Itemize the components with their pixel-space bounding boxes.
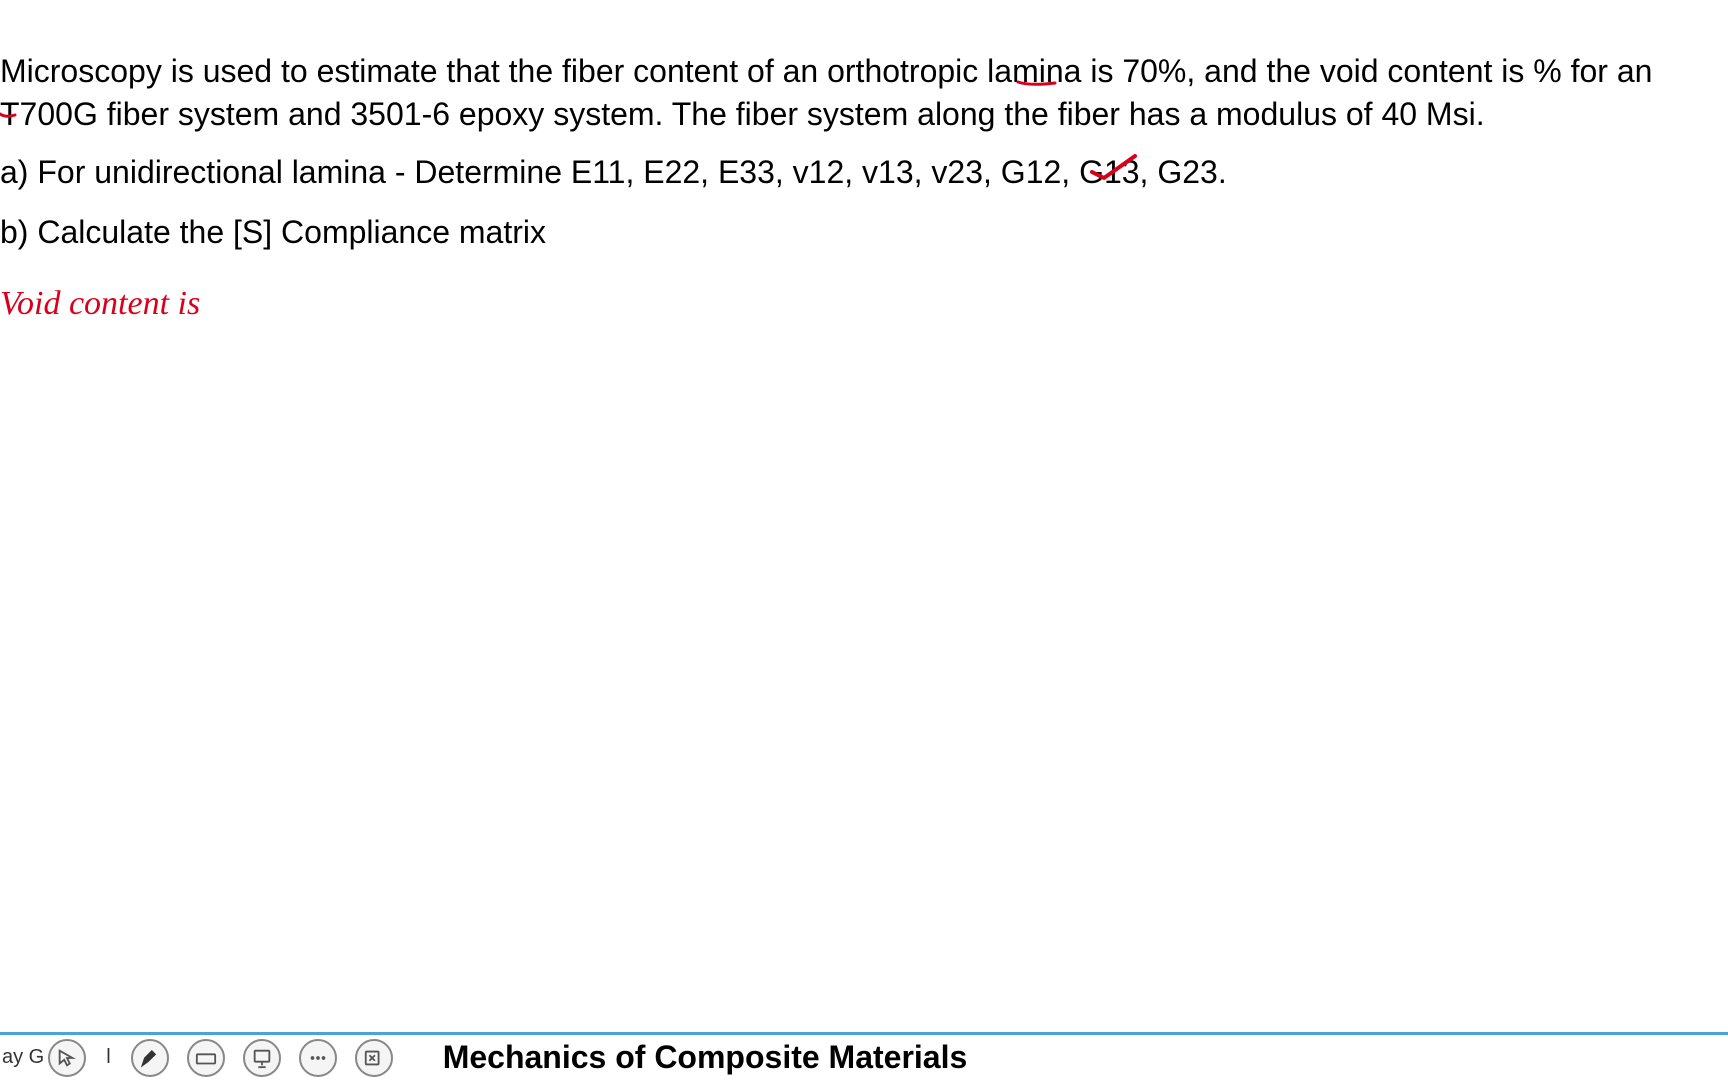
keyboard-tool-icon[interactable] xyxy=(187,1039,225,1077)
presentation-title: Mechanics of Composite Materials xyxy=(443,1039,968,1076)
slide-content: Microscopy is used to estimate that the … xyxy=(0,0,1728,256)
problem-part-a: a) For unidirectional lamina - Determine… xyxy=(0,148,1728,196)
toolbar-icons-group: l xyxy=(46,1039,392,1077)
exit-presentation-icon[interactable] xyxy=(355,1039,393,1077)
presentation-tool-icon[interactable] xyxy=(243,1039,281,1077)
author-label-part1: ay G xyxy=(2,1046,44,1069)
pen-tool-icon[interactable] xyxy=(131,1039,169,1077)
problem-statement: Microscopy is used to estimate that the … xyxy=(0,50,1728,136)
cursor-tool-icon[interactable] xyxy=(48,1039,86,1077)
problem-part-b: b) Calculate the [S] Compliance matrix xyxy=(0,208,1728,256)
handwritten-note: Void content is xyxy=(0,285,200,323)
more-options-icon[interactable] xyxy=(299,1039,337,1077)
author-label-part2: l xyxy=(106,1046,110,1069)
presentation-toolbar: ay G l Mechanics of Composite Materials xyxy=(0,1032,1728,1080)
